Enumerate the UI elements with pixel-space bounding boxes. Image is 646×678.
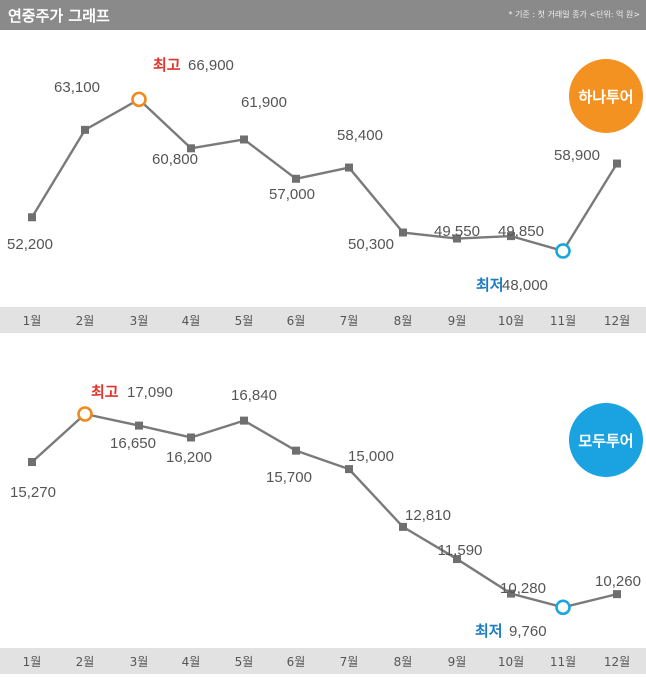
data-point xyxy=(507,589,515,598)
max-point-marker xyxy=(131,91,147,108)
data-label: 58,900 xyxy=(554,147,600,164)
data-label: 15,000 xyxy=(348,448,394,465)
x-tick-label: 12월 xyxy=(604,314,630,328)
data-label: 60,800 xyxy=(152,151,198,168)
x-tick-label: 11월 xyxy=(550,314,576,328)
data-point xyxy=(613,590,621,599)
chart-header: 연중주가 그래프 * 기준 : 첫 거래일 종가 <단위: 억 원> xyxy=(0,0,646,30)
data-point xyxy=(187,144,195,153)
data-label: 9,760 xyxy=(509,623,547,640)
data-point xyxy=(345,465,353,474)
data-point xyxy=(28,213,36,222)
x-tick-label: 5월 xyxy=(235,655,254,669)
x-tick-label: 9월 xyxy=(448,314,467,328)
data-point xyxy=(292,174,300,183)
data-point xyxy=(453,555,461,564)
data-label: 16,200 xyxy=(166,449,212,466)
data-label: 66,900 xyxy=(188,57,234,74)
data-label: 11,590 xyxy=(438,542,483,559)
data-label: 16,650 xyxy=(110,435,156,452)
x-tick-label: 5월 xyxy=(235,314,254,328)
data-label: 49,550 xyxy=(434,223,480,240)
data-point xyxy=(187,433,195,442)
page-title: 연중주가 그래프 xyxy=(8,7,110,25)
x-tick-label: 6월 xyxy=(287,314,306,328)
data-label: 61,900 xyxy=(241,94,287,111)
max-highlight-label: 최고 xyxy=(153,56,181,74)
data-point xyxy=(399,228,407,237)
x-tick-label: 10월 xyxy=(498,655,524,669)
min-point-marker xyxy=(555,599,571,616)
data-point xyxy=(507,232,515,241)
data-point xyxy=(240,416,248,425)
x-tick-label: 6월 xyxy=(287,655,306,669)
data-label: 50,300 xyxy=(348,236,394,253)
data-point xyxy=(453,234,461,243)
x-tick-label: 2월 xyxy=(76,655,95,669)
company-badge xyxy=(569,403,643,477)
x-tick-label: 3월 xyxy=(130,314,149,328)
max-highlight-label: 최고 xyxy=(91,383,119,401)
x-tick-label: 8월 xyxy=(394,655,413,669)
data-label: 58,400 xyxy=(337,127,383,144)
data-point xyxy=(292,446,300,455)
data-label: 10,260 xyxy=(595,573,641,590)
x-tick-label: 7월 xyxy=(340,655,359,669)
data-label: 17,090 xyxy=(127,384,173,401)
x-tick-label: 9월 xyxy=(448,655,467,669)
data-label: 57,000 xyxy=(269,186,315,203)
x-axis-band xyxy=(0,648,646,674)
company-badge xyxy=(569,59,643,133)
min-point-marker xyxy=(555,243,571,259)
data-label: 10,280 xyxy=(500,580,546,597)
x-tick-label: 1월 xyxy=(23,655,42,669)
min-highlight-label: 최저 xyxy=(476,276,504,294)
x-tick-label: 1월 xyxy=(23,314,42,328)
company-badge-label: 모두투어 xyxy=(578,432,633,450)
x-tick-label: 12월 xyxy=(604,655,630,669)
data-point xyxy=(613,159,621,168)
data-label: 15,700 xyxy=(266,469,312,486)
data-point xyxy=(240,135,248,144)
data-point xyxy=(81,125,89,134)
data-point xyxy=(28,458,36,467)
data-label: 48,000 xyxy=(502,277,548,294)
x-tick-label: 2월 xyxy=(76,314,95,328)
max-point-marker xyxy=(77,406,93,422)
unit-note: * 기준 : 첫 거래일 종가 <단위: 억 원> xyxy=(508,10,640,19)
data-label: 16,840 xyxy=(231,387,277,404)
x-tick-label: 8월 xyxy=(394,314,413,328)
data-point xyxy=(399,522,407,531)
x-tick-label: 11월 xyxy=(550,655,576,669)
data-label: 49,850 xyxy=(498,223,544,240)
series-line xyxy=(30,98,619,253)
x-axis-band xyxy=(0,307,646,333)
series-line xyxy=(31,412,618,609)
data-label: 15,270 xyxy=(10,484,56,501)
company-badge-label: 하나투어 xyxy=(578,88,633,106)
x-tick-label: 10월 xyxy=(498,314,524,328)
data-label: 63,100 xyxy=(54,79,100,96)
x-tick-label: 7월 xyxy=(340,314,359,328)
data-label: 12,810 xyxy=(405,507,451,524)
min-highlight-label: 최저 xyxy=(475,622,503,640)
data-label: 52,200 xyxy=(7,236,53,253)
x-tick-label: 3월 xyxy=(130,655,149,669)
x-tick-label: 4월 xyxy=(182,655,201,669)
data-point xyxy=(135,421,143,430)
x-tick-label: 4월 xyxy=(182,314,201,328)
data-point xyxy=(345,163,353,172)
